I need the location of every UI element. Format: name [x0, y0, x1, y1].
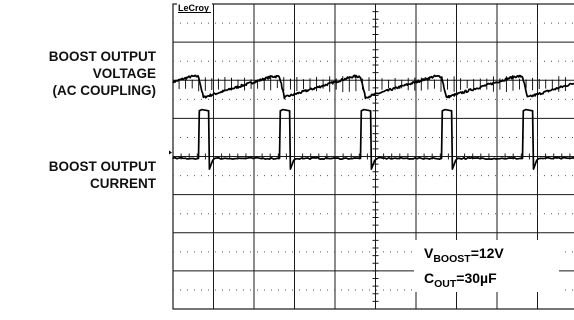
- voltage-label-line-3: (AC COUPLING): [52, 83, 157, 98]
- voltage-trace-line: [172, 74, 574, 100]
- brand-logo-text: LeCroy: [178, 3, 209, 13]
- voltage-label-line-1: BOOST OUTPUT: [48, 49, 156, 64]
- graticule: [169, 3, 574, 310]
- annotation-vboost: VBOOST=12V: [424, 245, 504, 265]
- voltage-trace-label: BOOST OUTPUT VOLTAGE (AC COUPLING): [49, 48, 156, 99]
- current-trace-label: BOOST OUTPUT CURRENT: [49, 158, 156, 192]
- ground-marker-icon: [169, 150, 172, 155]
- trace-layer: [172, 74, 574, 170]
- annotation-background: [414, 240, 559, 292]
- brand-background: [177, 3, 212, 13]
- current-label-line-2: CURRENT: [90, 176, 156, 191]
- voltage-label-line-2: VOLTAGE: [92, 66, 156, 81]
- current-label-line-1: BOOST OUTPUT: [48, 159, 156, 174]
- current-trace-line: [172, 108, 574, 170]
- annotation-cout: COUT=30µF: [424, 270, 497, 290]
